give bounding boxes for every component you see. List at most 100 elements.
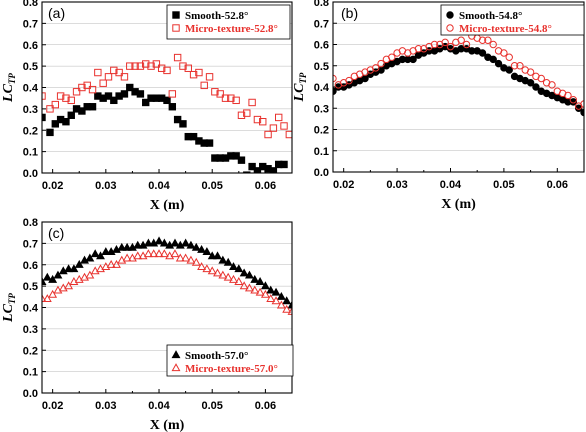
data-point [152, 60, 161, 68]
plot-frame [41, 1, 293, 174]
data-point [142, 98, 150, 107]
data-point [88, 85, 97, 94]
data-point [271, 296, 281, 305]
data-point [248, 98, 256, 107]
series-smooth [42, 236, 292, 309]
data-point [104, 92, 113, 100]
x-tick-label: 0.02 [42, 180, 63, 192]
legend: Smooth-54.8°Micro-texture-54.8° [440, 4, 585, 36]
x-tick-label: 0.03 [386, 179, 407, 191]
data-point [489, 40, 497, 49]
legend-entry-label: Micro-texture-57.0° [185, 363, 278, 375]
data-point [275, 113, 283, 122]
data-point [67, 96, 75, 105]
data-point [276, 291, 286, 300]
panel-label: (b) [341, 5, 358, 21]
data-point [184, 64, 192, 72]
data-point [168, 90, 177, 98]
y-tick-label: 0.4 [23, 83, 39, 95]
data-point [48, 289, 58, 298]
y-tick-label: 0.4 [23, 303, 39, 315]
y-tick-label: 0.5 [23, 281, 38, 293]
data-point [218, 270, 228, 279]
y-axis-label-main: LC [1, 303, 16, 323]
data-point [53, 270, 63, 279]
data-point [147, 62, 155, 70]
data-point [69, 264, 79, 273]
y-tick-label: 0.8 [23, 217, 38, 229]
y-tick-label: 0.5 [314, 61, 329, 73]
data-point [223, 272, 233, 281]
data-point [42, 294, 52, 303]
series-micro-texture [42, 249, 292, 315]
data-point [266, 294, 276, 303]
chart-panel-c: 0.0 0.1 0.2 0.3 0.4 0.5 0.6 0.7 0.8 0.02 0.03 0.04 0… [1, 217, 294, 432]
data-point [106, 259, 116, 268]
data-point [46, 128, 54, 137]
y-tick-label: 0.8 [23, 0, 38, 9]
y-axis-label-subscript: TP [7, 73, 17, 84]
x-axis-label: X (m) [441, 197, 476, 212]
y-tick-label: 0.0 [23, 388, 38, 400]
data-point [48, 274, 58, 283]
data-point [197, 244, 207, 253]
legend-entry-label: Smooth-52.8° [185, 10, 248, 22]
y-tick-label: 0.2 [23, 125, 38, 137]
data-point [229, 274, 238, 283]
data-point [234, 264, 244, 273]
data-point [56, 92, 65, 100]
y-axis-label-subscript: TP [298, 72, 308, 83]
data-point [122, 253, 132, 262]
y-axis-label-subscript: TP [7, 293, 17, 304]
data-point [243, 109, 251, 117]
data-point [207, 266, 217, 275]
data-point [516, 62, 524, 70]
data-point [377, 59, 385, 68]
y-tick-label: 0.1 [314, 146, 329, 158]
data-point [280, 122, 288, 130]
data-point [189, 70, 198, 79]
y-tick-label: 0.2 [23, 345, 38, 357]
y-tick-label: 0.3 [23, 104, 38, 116]
legend-marker [446, 24, 454, 32]
data-point [136, 90, 145, 98]
data-point [223, 257, 233, 266]
data-point [168, 103, 177, 111]
data-point [88, 103, 97, 111]
y-tick-label: 0.5 [23, 61, 38, 73]
y-tick-label: 0.7 [23, 238, 38, 250]
data-point [163, 96, 171, 105]
y-axis-label: LCTP [1, 293, 17, 323]
data-point [213, 268, 222, 277]
data-point [345, 76, 353, 85]
data-point [104, 73, 113, 81]
data-point [216, 90, 224, 98]
data-point [564, 91, 572, 100]
data-point [409, 55, 417, 64]
data-point [197, 262, 207, 270]
series-micro-texture [42, 53, 292, 139]
data-point [117, 242, 127, 251]
data-point [72, 88, 81, 96]
x-tick-label: 0.06 [547, 179, 568, 191]
x-tick-label: 0.02 [333, 179, 354, 191]
data-point [149, 249, 159, 258]
y-tick-label: 0.7 [314, 18, 329, 30]
data-point [94, 68, 102, 77]
data-point [110, 96, 118, 105]
data-point [143, 249, 153, 258]
data-point [255, 277, 265, 285]
data-point [195, 68, 203, 77]
data-point [269, 124, 278, 132]
y-tick-label: 0.4 [314, 82, 330, 94]
data-point [213, 251, 222, 260]
data-point [510, 62, 519, 70]
data-point [457, 36, 465, 44]
data-point [234, 277, 244, 285]
data-point [42, 92, 46, 100]
data-point [266, 285, 276, 294]
y-tick-label: 0.1 [23, 147, 38, 159]
data-point [414, 45, 423, 53]
y-tick-label: 0.3 [23, 324, 38, 336]
